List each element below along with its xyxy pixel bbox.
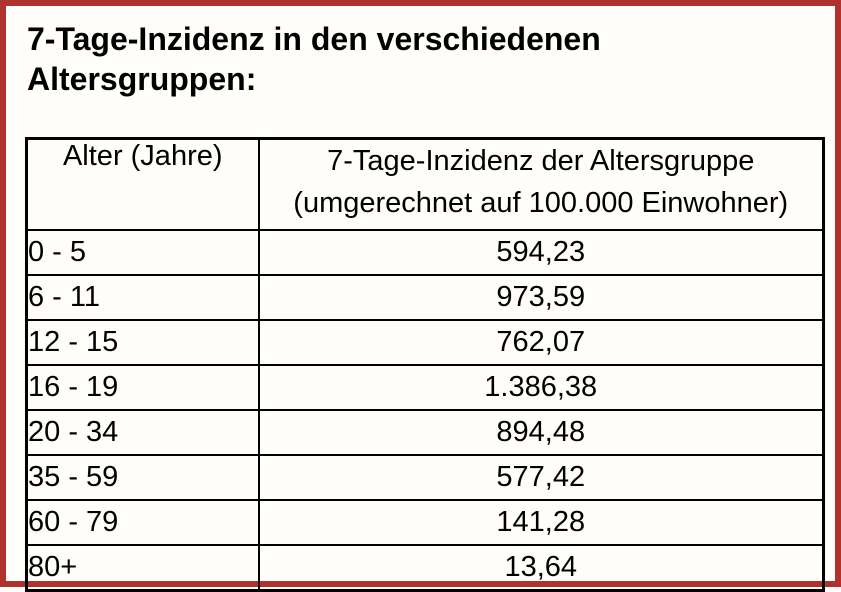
age-group-cell: 80+ xyxy=(25,544,260,592)
column-header-incidence: 7-Tage-Inzidenz der Altersgruppe (umgere… xyxy=(257,137,825,231)
age-group-cell: 6 - 11 xyxy=(25,274,260,321)
table-row: 20 - 34 894,48 xyxy=(25,409,825,456)
page-title: 7-Tage-Inzidenz in den verschiedenen Alt… xyxy=(27,21,601,97)
table-header-row: Alter (Jahre) 7-Tage-Inzidenz der Alters… xyxy=(25,137,825,231)
age-group-cell: 0 - 5 xyxy=(25,229,260,276)
column-header-incidence-line1: 7-Tage-Inzidenz der Altersgruppe xyxy=(327,145,755,177)
column-header-incidence-line2: (umgerechnet auf 100.000 Einwohner) xyxy=(293,187,789,219)
table-row: 60 - 79 141,28 xyxy=(25,499,825,546)
table-row: 35 - 59 577,42 xyxy=(25,454,825,501)
incidence-value-cell: 973,59 xyxy=(257,274,825,321)
incidence-table: Alter (Jahre) 7-Tage-Inzidenz der Alters… xyxy=(25,137,825,592)
incidence-value-cell: 894,48 xyxy=(257,409,825,456)
table-row: 80+ 13,64 xyxy=(25,544,825,592)
column-header-age: Alter (Jahre) xyxy=(25,137,260,231)
table-row: 16 - 19 1.386,38 xyxy=(25,364,825,411)
incidence-value-cell: 1.386,38 xyxy=(257,364,825,411)
table-row: 0 - 5 594,23 xyxy=(25,229,825,276)
age-group-cell: 35 - 59 xyxy=(25,454,260,501)
table-row: 6 - 11 973,59 xyxy=(25,274,825,321)
age-group-cell: 12 - 15 xyxy=(25,319,260,366)
incidence-value-cell: 577,42 xyxy=(257,454,825,501)
incidence-value-cell: 762,07 xyxy=(257,319,825,366)
incidence-value-cell: 141,28 xyxy=(257,499,825,546)
incidence-value-cell: 13,64 xyxy=(257,544,825,592)
table-row: 12 - 15 762,07 xyxy=(25,319,825,366)
age-group-cell: 16 - 19 xyxy=(25,364,260,411)
incidence-value-cell: 594,23 xyxy=(257,229,825,276)
age-group-cell: 20 - 34 xyxy=(25,409,260,456)
age-group-cell: 60 - 79 xyxy=(25,499,260,546)
